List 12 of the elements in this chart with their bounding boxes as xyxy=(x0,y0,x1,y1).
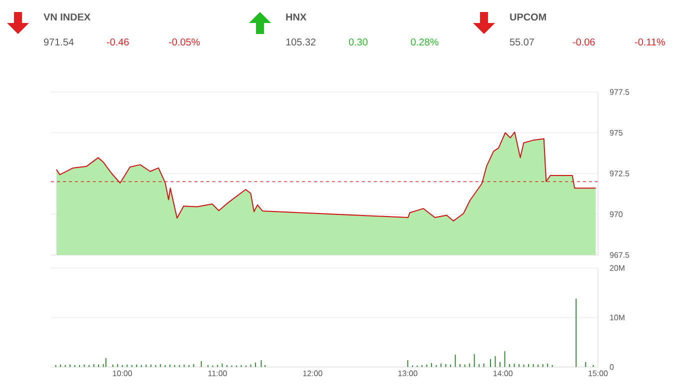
data-label: -0.06 xyxy=(572,38,595,46)
text: -0.11% xyxy=(634,38,666,46)
text: 971.54 xyxy=(44,38,74,46)
text: 55.07 xyxy=(510,38,534,46)
text: 0.28% xyxy=(410,38,438,46)
text: 105.32 xyxy=(286,38,316,46)
text: UPCOM xyxy=(510,13,546,21)
text: -0.05% xyxy=(168,38,200,46)
data-label: -0.46 xyxy=(106,38,129,46)
text: VN INDEX xyxy=(44,14,90,20)
data-label: 0.30 xyxy=(348,38,368,46)
text: HNX xyxy=(286,14,306,20)
